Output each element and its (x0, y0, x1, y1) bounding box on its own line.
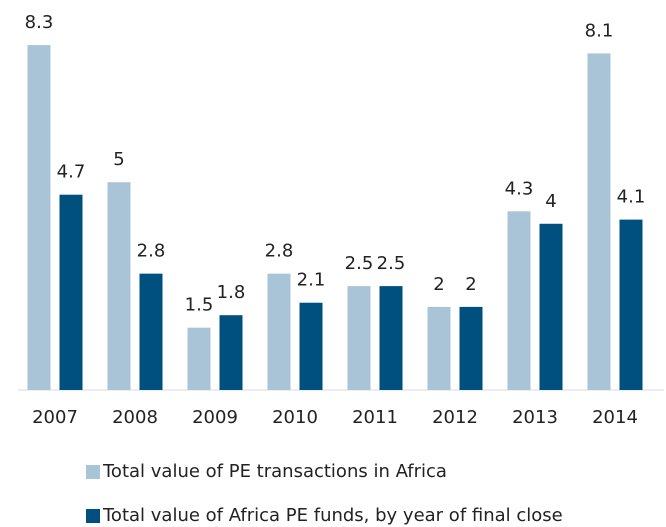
bar (59, 194, 83, 390)
value-label: 1.8 (217, 282, 246, 303)
x-tick-label: 2009 (192, 407, 238, 428)
bar (347, 286, 371, 390)
bar (459, 306, 483, 390)
value-label: 2.1 (297, 270, 326, 291)
x-tick-label: 2008 (112, 407, 158, 428)
x-tick-label: 2007 (32, 407, 78, 428)
bar (379, 286, 403, 390)
bar (107, 182, 131, 390)
bar (187, 327, 211, 390)
legend-label: Total value of Africa PE funds, by year … (102, 505, 563, 526)
value-label: 2.8 (265, 241, 294, 262)
legend-swatch (86, 465, 100, 479)
bar (539, 223, 563, 390)
bar (299, 302, 323, 390)
value-label: 5 (113, 149, 124, 170)
value-label: 4 (545, 191, 556, 212)
value-label: 1.5 (185, 295, 214, 316)
legend-label: Total value of PE transactions in Africa (102, 461, 447, 482)
bar (619, 219, 643, 390)
bar (587, 53, 611, 391)
value-label: 8.1 (585, 20, 614, 41)
value-label: 4.7 (57, 162, 86, 183)
x-tick-label: 2010 (272, 407, 318, 428)
x-tick-label: 2013 (512, 407, 558, 428)
value-label: 4.1 (617, 187, 646, 208)
value-label: 2 (433, 274, 444, 295)
bar (427, 306, 451, 390)
bar (267, 273, 291, 390)
legend-swatch (86, 509, 100, 523)
value-label: 2.8 (137, 241, 166, 262)
x-tick-label: 2014 (592, 407, 638, 428)
x-tick-label: 2011 (352, 407, 398, 428)
bar (507, 211, 531, 390)
value-label: 2 (465, 274, 476, 295)
value-label: 4.3 (505, 178, 534, 199)
bar (139, 273, 163, 390)
value-label: 8.3 (25, 12, 54, 33)
x-tick-label: 2012 (432, 407, 478, 428)
bar (27, 45, 51, 390)
bar (219, 315, 243, 390)
value-label: 2.5 (345, 253, 374, 274)
value-label: 2.5 (377, 253, 406, 274)
